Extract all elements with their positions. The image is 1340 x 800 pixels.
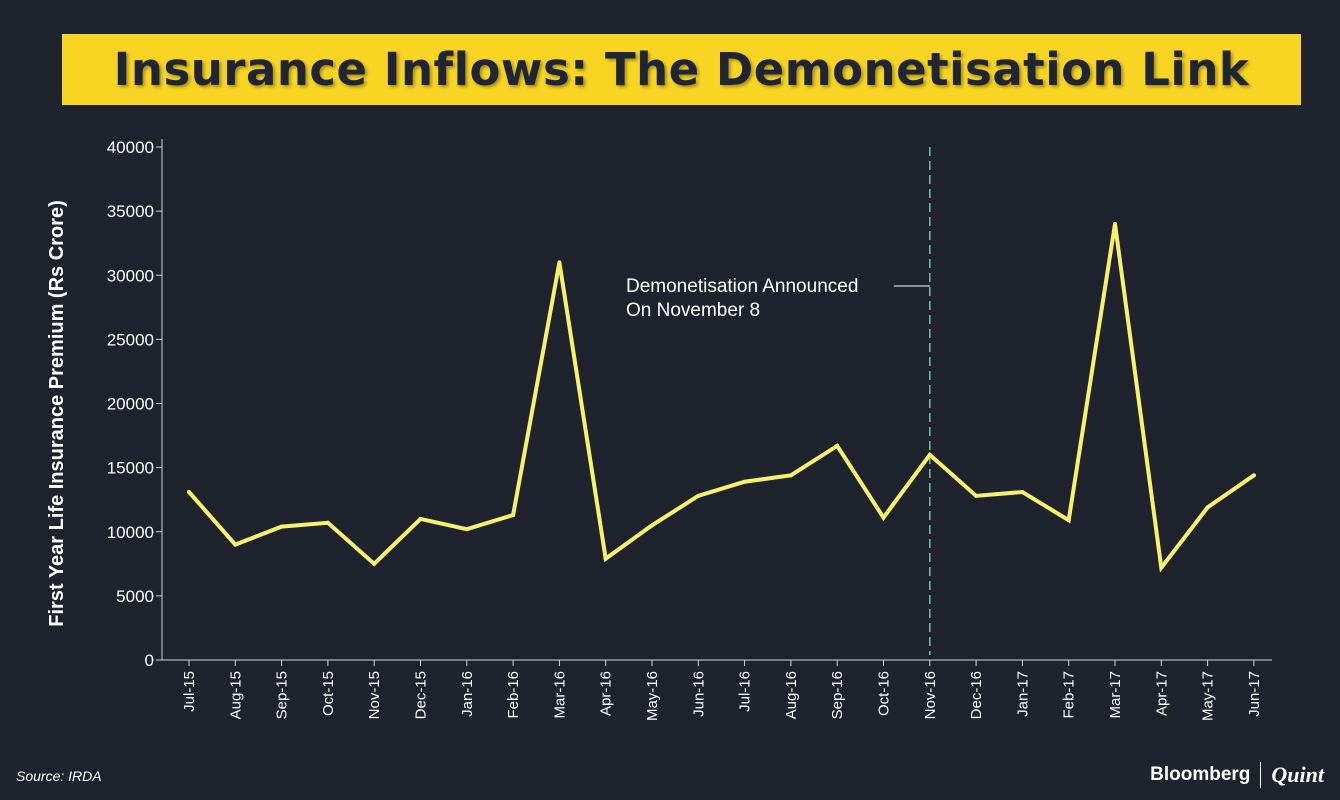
x-tick-label: Nov-16 bbox=[922, 671, 939, 719]
data-point bbox=[418, 516, 423, 521]
brand-logo: Bloomberg Quint bbox=[1150, 762, 1324, 788]
data-point bbox=[511, 513, 516, 518]
x-tick-label: May-16 bbox=[644, 671, 661, 721]
x-tick-label: Jul-16 bbox=[737, 671, 754, 712]
data-point bbox=[187, 489, 191, 494]
y-tick-label: 30000 bbox=[107, 266, 154, 285]
brand-bloomberg: Bloomberg bbox=[1150, 764, 1251, 785]
x-tick-label: Jan-17 bbox=[1014, 671, 1031, 717]
x-tick-label: Oct-15 bbox=[320, 671, 337, 716]
x-tick-label: Feb-17 bbox=[1061, 671, 1078, 719]
data-point bbox=[742, 479, 747, 484]
data-point bbox=[233, 542, 238, 547]
x-tick-label: Sep-15 bbox=[274, 671, 291, 719]
data-point bbox=[325, 520, 330, 525]
x-tick-label: Apr-16 bbox=[598, 671, 615, 716]
x-tick-label: Dec-16 bbox=[968, 671, 985, 719]
x-tick-label: Aug-15 bbox=[227, 671, 244, 719]
x-tick-label: Jan-16 bbox=[459, 671, 476, 717]
data-point bbox=[974, 493, 979, 498]
y-tick-label: 25000 bbox=[107, 330, 154, 349]
data-point bbox=[696, 493, 701, 498]
x-tick-label: Jun-16 bbox=[690, 671, 707, 717]
data-point bbox=[1205, 505, 1210, 510]
annotation-text-line2: On November 8 bbox=[626, 300, 760, 321]
brand-divider bbox=[1260, 762, 1262, 788]
data-point bbox=[835, 443, 840, 448]
data-point bbox=[881, 515, 886, 520]
data-point bbox=[1159, 565, 1164, 570]
x-tick-label: Feb-16 bbox=[505, 671, 522, 719]
data-point bbox=[372, 561, 377, 566]
data-point bbox=[464, 527, 469, 532]
data-point bbox=[1066, 518, 1071, 523]
x-tick-label: Dec-15 bbox=[413, 671, 430, 719]
x-tick-label: Apr-17 bbox=[1153, 671, 1170, 716]
y-tick-label: 40000 bbox=[107, 138, 154, 157]
x-tick-label: May-17 bbox=[1200, 671, 1217, 721]
data-point bbox=[1113, 221, 1117, 226]
data-point bbox=[1020, 489, 1025, 494]
chart-title: Insurance Inflows: The Demonetisation Li… bbox=[113, 43, 1250, 96]
y-tick-label: 0 bbox=[145, 651, 154, 670]
data-point bbox=[279, 524, 284, 529]
y-tick-label: 35000 bbox=[107, 202, 154, 221]
annotation-text-line1: Demonetisation Announced bbox=[626, 276, 858, 297]
data-point bbox=[1251, 473, 1256, 478]
brand-quint: Quint bbox=[1271, 762, 1324, 787]
y-axis-title: First Year Life Insurance Premium (Rs Cr… bbox=[46, 200, 68, 626]
y-tick-label: 15000 bbox=[107, 459, 154, 478]
x-tick-label: Mar-17 bbox=[1107, 671, 1124, 719]
data-point bbox=[603, 556, 608, 561]
x-tick-label: Jun-17 bbox=[1246, 671, 1263, 717]
x-tick-label: Oct-16 bbox=[876, 671, 893, 716]
x-tick-label: Mar-16 bbox=[551, 671, 568, 719]
series-line bbox=[187, 223, 1256, 573]
y-tick-label: 10000 bbox=[107, 523, 154, 542]
y-tick-label: 20000 bbox=[107, 395, 154, 414]
data-point bbox=[557, 260, 562, 265]
y-tick-label: 5000 bbox=[116, 587, 154, 606]
data-point bbox=[650, 523, 654, 528]
x-tick-label: Sep-16 bbox=[829, 671, 846, 719]
x-tick-label: Jul-15 bbox=[181, 671, 198, 712]
x-tick-label: Aug-16 bbox=[783, 671, 800, 719]
source-note: Source: IRDA bbox=[16, 768, 102, 784]
data-point bbox=[927, 452, 932, 457]
data-point bbox=[788, 473, 793, 478]
x-tick-label: Nov-15 bbox=[366, 671, 383, 719]
title-banner: Insurance Inflows: The Demonetisation Li… bbox=[62, 34, 1301, 105]
